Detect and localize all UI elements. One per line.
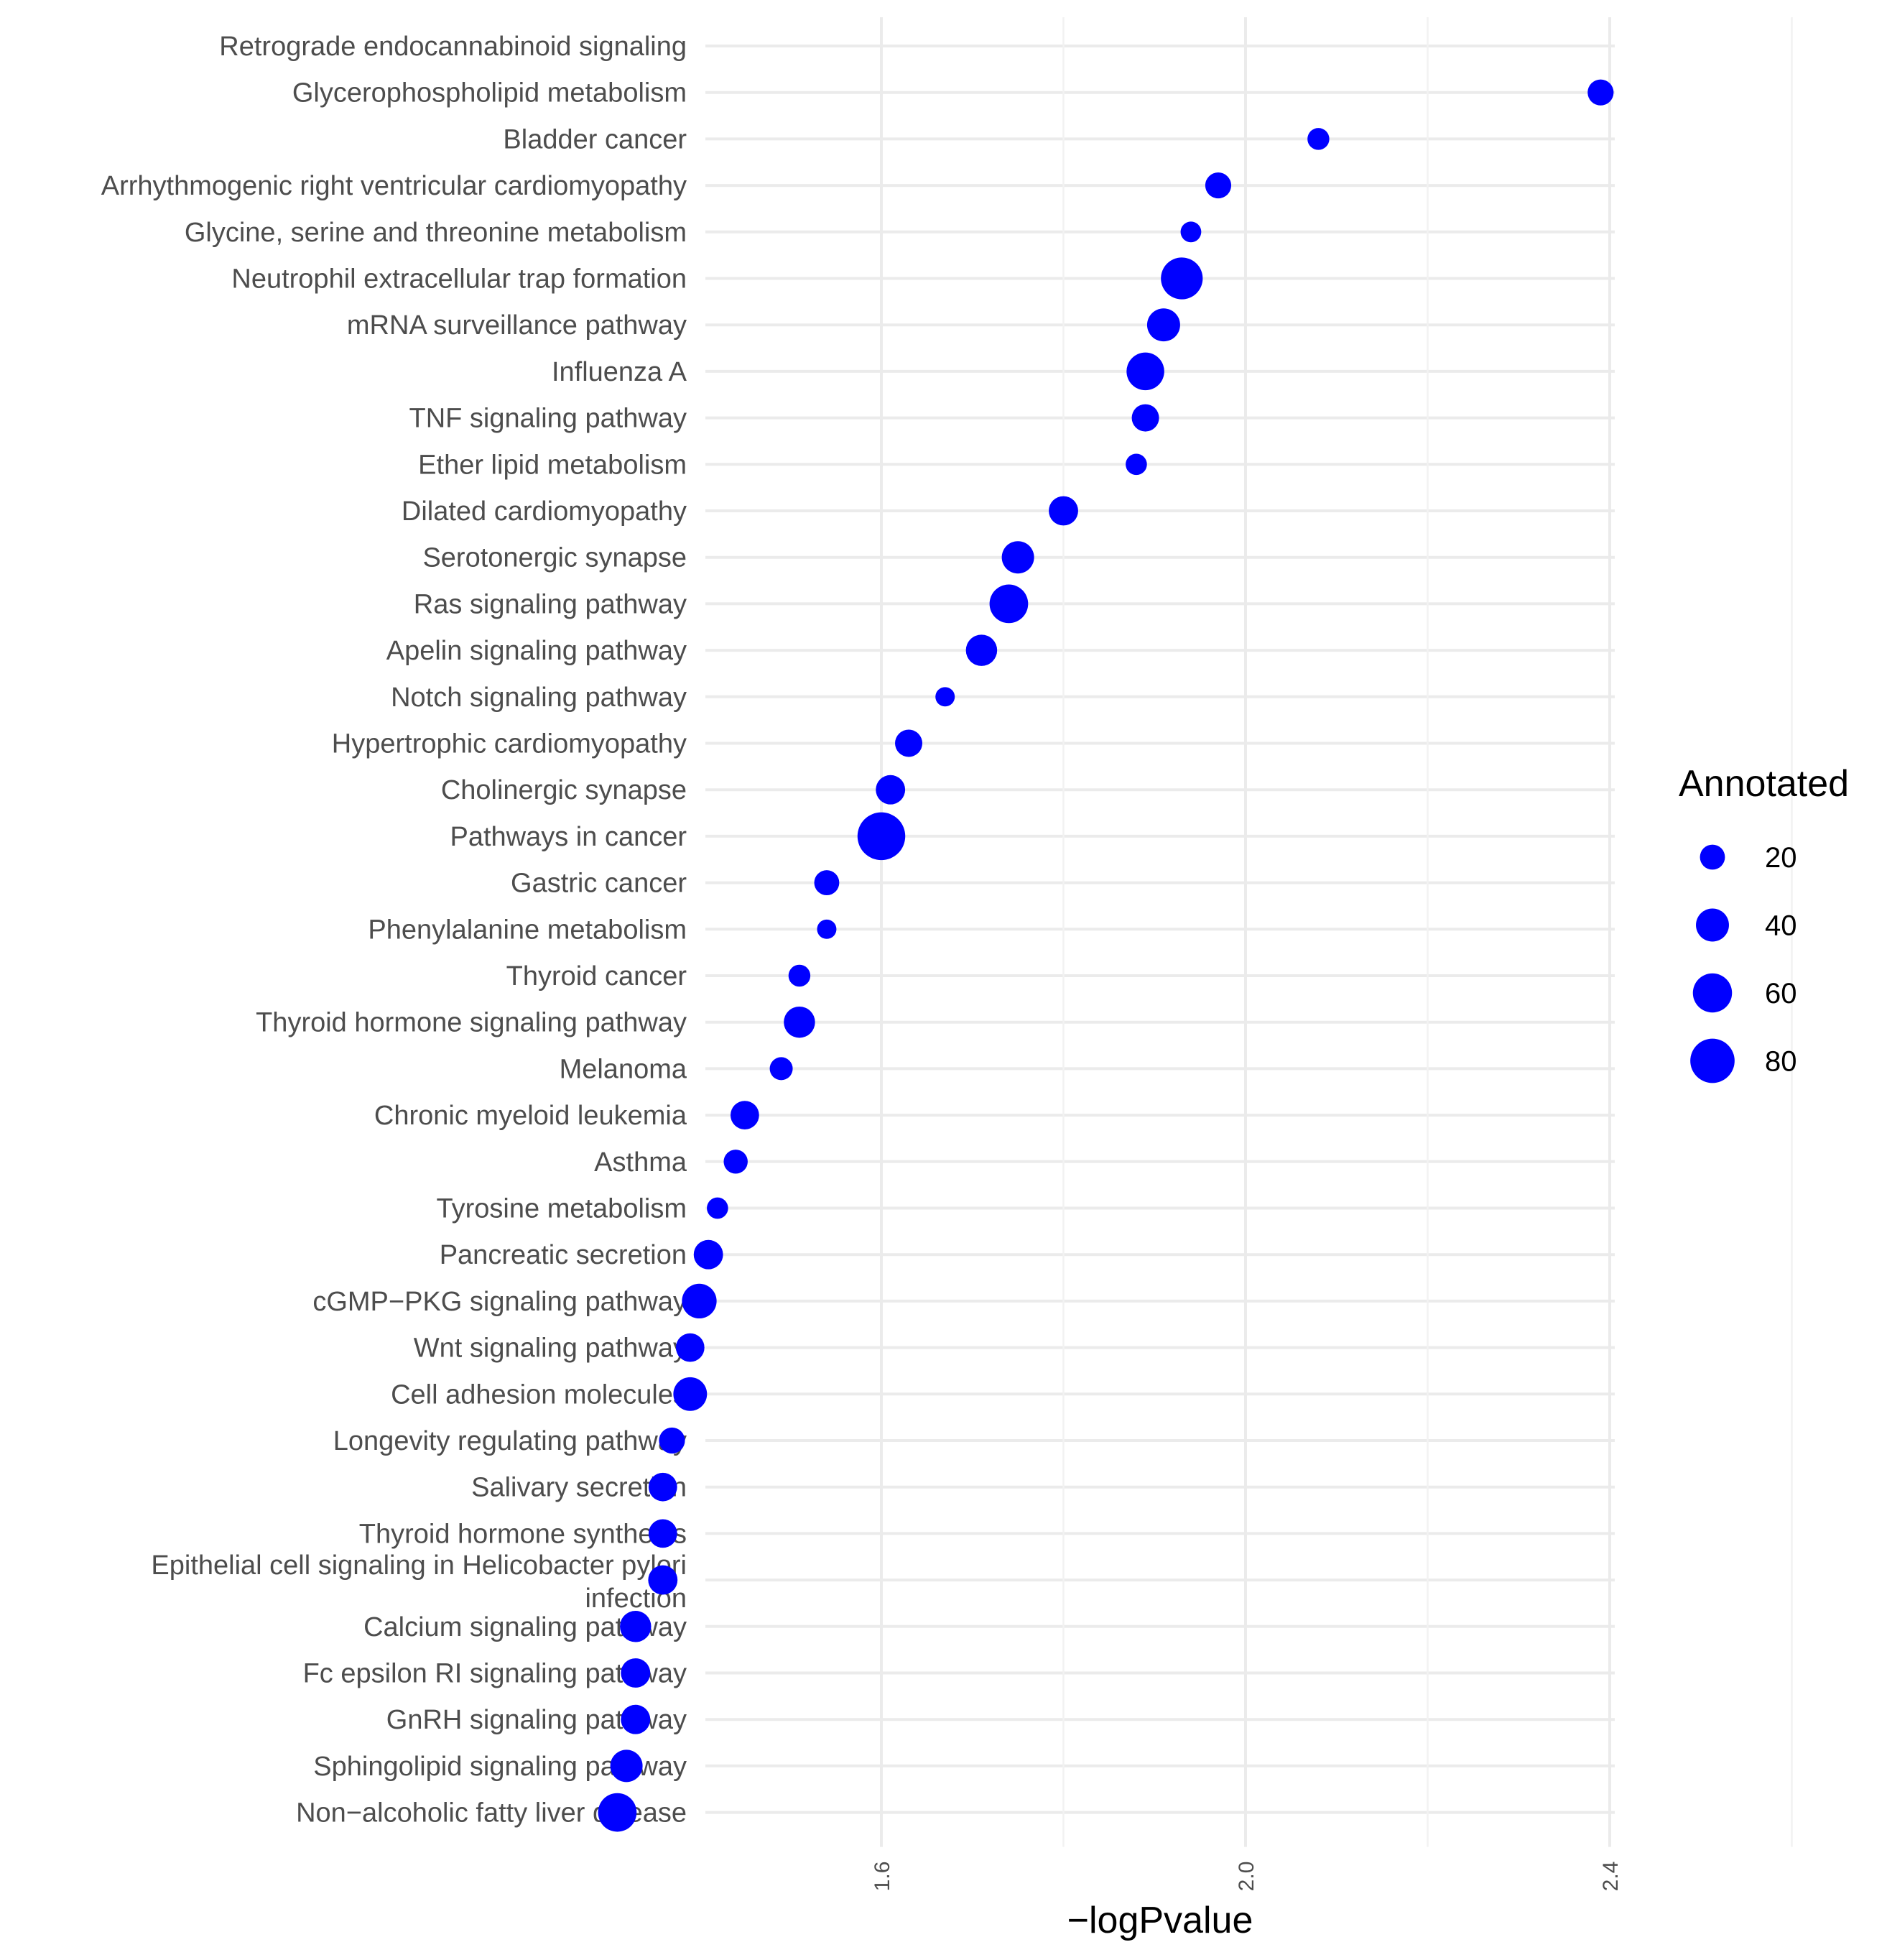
data-point bbox=[876, 775, 906, 805]
data-point bbox=[989, 584, 1029, 624]
x-tick-label: 2.0 bbox=[1235, 1862, 1258, 1892]
data-point bbox=[935, 687, 955, 707]
x-tick-label: 2.4 bbox=[1599, 1862, 1623, 1892]
category-label: Thyroid hormone synthesis bbox=[359, 1519, 687, 1549]
data-point bbox=[621, 1658, 651, 1688]
category-label: Neutrophil extracellular trap formation bbox=[231, 264, 687, 295]
data-point bbox=[965, 634, 998, 666]
category-label: Wnt signaling pathway bbox=[414, 1333, 687, 1364]
category-label: Glycine, serine and threonine metabolism bbox=[185, 218, 687, 248]
x-axis-title: −logPvalue bbox=[1067, 1900, 1253, 1941]
data-point bbox=[1180, 221, 1202, 243]
category-label: Ether lipid metabolism bbox=[418, 450, 687, 480]
legend-label: 20 bbox=[1765, 842, 1797, 874]
category-label: Serotonergic synapse bbox=[422, 543, 687, 573]
data-point bbox=[895, 729, 923, 757]
data-point bbox=[1126, 453, 1147, 476]
data-point bbox=[784, 1006, 815, 1038]
data-point bbox=[814, 870, 840, 896]
data-point bbox=[598, 1793, 637, 1832]
category-label: Cell adhesion molecules bbox=[391, 1379, 687, 1410]
data-point bbox=[1001, 541, 1034, 574]
x-axis-tick-labels: 1.62.02.42.83.2 bbox=[871, 1862, 1623, 1892]
data-point bbox=[610, 1749, 643, 1783]
data-point bbox=[788, 964, 811, 987]
legend-label: 40 bbox=[1765, 910, 1797, 942]
category-label: Thyroid hormone signaling pathway bbox=[256, 1008, 687, 1038]
category-label: Bladder cancer bbox=[503, 124, 687, 154]
category-label: Epithelial cell signaling in Helicobacte… bbox=[151, 1550, 687, 1614]
legend-key bbox=[1696, 908, 1729, 942]
legend-key bbox=[1690, 1038, 1735, 1083]
legend-key bbox=[1692, 973, 1733, 1013]
category-label: Glycerophospholipid metabolism bbox=[292, 78, 687, 108]
category-label: Asthma bbox=[594, 1147, 687, 1178]
data-point bbox=[673, 1377, 708, 1411]
data-point bbox=[1587, 79, 1614, 106]
data-point bbox=[693, 1239, 723, 1270]
legend-key bbox=[1700, 844, 1725, 870]
data-point bbox=[1205, 172, 1232, 199]
data-point bbox=[621, 1704, 651, 1734]
legend-label: 60 bbox=[1765, 978, 1797, 1009]
data-point bbox=[723, 1150, 748, 1174]
category-label: Longevity regulating pathway bbox=[333, 1426, 687, 1456]
category-label: Retrograde endocannabinoid signaling bbox=[219, 32, 687, 62]
data-points bbox=[598, 79, 1614, 1832]
category-label: Pancreatic secretion bbox=[440, 1240, 687, 1270]
x-tick-label: 1.6 bbox=[871, 1862, 894, 1892]
category-label: Ras signaling pathway bbox=[414, 589, 687, 619]
category-label: Pathways in cancer bbox=[450, 822, 687, 852]
legend-title: Annotated bbox=[1679, 763, 1849, 805]
data-point bbox=[659, 1427, 685, 1454]
category-label: Apelin signaling pathway bbox=[386, 636, 687, 666]
category-label: Melanoma bbox=[560, 1054, 687, 1084]
category-label: mRNA surveillance pathway bbox=[347, 310, 687, 341]
data-point bbox=[682, 1283, 717, 1319]
data-point bbox=[648, 1565, 678, 1595]
grid-lines bbox=[705, 17, 1793, 1847]
data-point bbox=[769, 1057, 793, 1081]
category-label: Cholinergic synapse bbox=[441, 775, 687, 805]
data-point bbox=[1146, 308, 1180, 342]
data-point bbox=[648, 1519, 677, 1548]
data-point bbox=[817, 919, 837, 939]
data-point bbox=[731, 1101, 759, 1129]
category-label: Phenylalanine metabolism bbox=[368, 915, 687, 945]
category-label: Thyroid cancer bbox=[506, 961, 687, 991]
y-axis-labels: Retrograde endocannabinoid signaling Glyc… bbox=[101, 32, 687, 1829]
category-label: Gastric cancer bbox=[511, 869, 687, 899]
category-label: cGMP−PKG signaling pathway bbox=[312, 1287, 687, 1317]
category-label: Arrhythmogenic right ventricular cardiom… bbox=[101, 171, 687, 201]
category-label: TNF signaling pathway bbox=[409, 404, 687, 434]
data-point bbox=[620, 1611, 652, 1642]
category-label: Dilated cardiomyopathy bbox=[402, 496, 687, 527]
category-label: Influenza A bbox=[552, 357, 687, 387]
data-point bbox=[1126, 352, 1164, 391]
data-point bbox=[707, 1197, 728, 1219]
data-point bbox=[1161, 257, 1203, 300]
data-point bbox=[675, 1333, 705, 1362]
category-label: Hypertrophic cardiomyopathy bbox=[332, 729, 687, 759]
data-point bbox=[857, 812, 906, 861]
category-label: Chronic myeloid leukemia bbox=[374, 1101, 687, 1131]
size-legend: Annotated 20 40 60 80 bbox=[1679, 763, 1849, 1083]
data-point bbox=[648, 1472, 677, 1502]
data-point bbox=[1049, 496, 1078, 526]
legend-label: 80 bbox=[1765, 1046, 1797, 1078]
data-point bbox=[1307, 128, 1330, 150]
category-label: Notch signaling pathway bbox=[391, 683, 687, 713]
data-point bbox=[1131, 404, 1159, 432]
category-label: Tyrosine metabolism bbox=[437, 1194, 687, 1224]
